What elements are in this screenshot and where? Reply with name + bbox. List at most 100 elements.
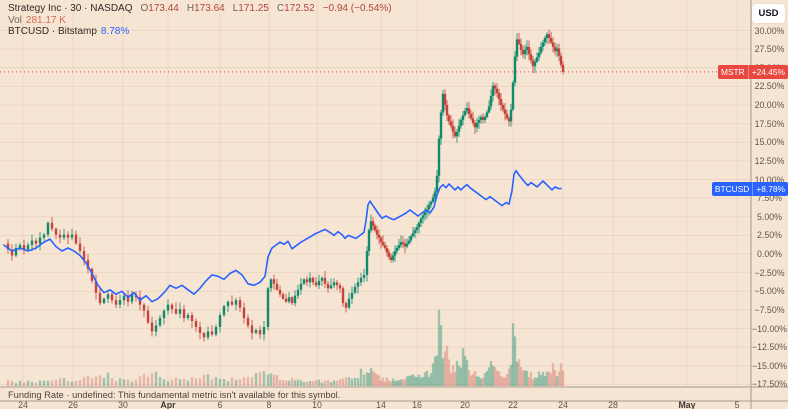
candle-body — [373, 225, 377, 231]
candle-body — [415, 227, 419, 231]
candle-body — [483, 116, 487, 120]
volume-bar — [126, 379, 130, 386]
candle-body — [431, 197, 435, 202]
price-axis[interactable]: −17.50% −15.00% −12.50% −10.00% −7.50% −5.00%… — [711, 0, 788, 409]
volume-bar — [479, 378, 483, 386]
volume-bar — [182, 379, 186, 386]
volume-bar — [423, 372, 427, 386]
volume-bar — [489, 361, 493, 386]
volume-bar — [503, 377, 507, 386]
volume-bar — [38, 380, 42, 386]
candle-body — [311, 277, 315, 283]
ohlc-close: C172.52 — [276, 3, 315, 14]
time-axis-label: May — [678, 400, 696, 409]
volume-bar — [202, 374, 206, 386]
candle-body — [473, 122, 477, 128]
candle-body — [344, 303, 348, 308]
time-axis[interactable]: 24 26 30 Apr 6 8 10 14 16 20 22 24 28 May 5 — [0, 401, 751, 409]
time-axis-label: 22 — [508, 400, 518, 409]
volume-bar — [18, 380, 22, 386]
candle-body — [467, 107, 471, 114]
time-axis-label: Apr — [160, 400, 176, 409]
candle-body — [435, 175, 439, 192]
candle-body — [375, 230, 379, 235]
candle-body — [326, 283, 330, 289]
volume-bar — [475, 376, 479, 386]
volume-bar — [431, 363, 435, 386]
volume-bar — [419, 377, 423, 386]
candle-body — [493, 85, 497, 89]
candle-body — [443, 93, 447, 105]
volume-bar — [377, 375, 381, 386]
candle-body — [537, 52, 541, 58]
candle-body — [178, 309, 182, 314]
candle-body — [335, 282, 339, 286]
volume-bar — [246, 376, 250, 386]
candle-body — [487, 106, 491, 113]
price-axis-label: 17.50% — [754, 118, 785, 129]
volume-bar — [206, 374, 210, 386]
candle-body — [499, 99, 503, 105]
legend-volume-row: Vol 281.17 K — [8, 15, 392, 27]
candle-body — [535, 57, 539, 62]
volume-bar — [441, 358, 445, 386]
volume-bar — [387, 380, 391, 386]
candle-body — [385, 248, 389, 253]
volume-bar — [329, 382, 333, 386]
time-axis-label: 10 — [312, 400, 322, 409]
candle-body — [26, 245, 30, 250]
candle-body — [347, 298, 351, 308]
candle-body — [507, 118, 511, 122]
candle-body — [146, 310, 150, 323]
volume-bar — [353, 378, 357, 386]
volume-bar — [162, 379, 166, 386]
candle-body — [377, 234, 381, 238]
symbol-title[interactable]: Strategy Inc · 30 · NASDAQ — [8, 3, 133, 14]
volume-bar — [118, 378, 122, 386]
price-axis-label: 20.00% — [754, 100, 785, 110]
volume-bar — [399, 379, 403, 386]
volume-bar — [445, 345, 449, 386]
currency-toggle-button[interactable]: USD — [752, 4, 785, 23]
time-axis-label: 6 — [217, 400, 223, 409]
candle-body — [453, 131, 457, 137]
volume-bar — [499, 376, 503, 386]
volume-bar — [356, 378, 360, 386]
volume-bar — [485, 371, 489, 386]
candle-body — [210, 331, 214, 335]
candle-body — [523, 49, 527, 55]
compare-symbol-title[interactable]: BTCUSD · Bitstamp — [8, 26, 97, 37]
volume-bar — [299, 380, 303, 386]
btcusd-last-price-tag: BTCUSD +8.78% — [711, 181, 788, 196]
ohlc-high: H173.64 — [186, 3, 225, 14]
volume-bar — [505, 373, 509, 386]
candle-body — [269, 279, 273, 289]
candle-body — [475, 122, 479, 128]
candle-body — [174, 309, 178, 314]
volume-bar — [146, 376, 150, 386]
candle-body — [320, 277, 324, 281]
volume-bar — [10, 381, 14, 386]
volume-bar — [26, 380, 30, 386]
volume-bar — [338, 379, 342, 386]
price-axis-label: 10.00% — [754, 174, 785, 185]
candle-body — [38, 237, 42, 244]
btcusd-change-value: +8.78% — [752, 181, 788, 196]
candle-body — [222, 306, 226, 316]
volume-bar — [409, 375, 413, 386]
volume-bar — [383, 381, 387, 386]
volume-bar — [379, 380, 383, 386]
volume-bar — [433, 356, 437, 386]
candle-body — [102, 298, 106, 304]
candle-body — [495, 88, 499, 94]
candle-body — [110, 294, 114, 301]
volume-bar — [425, 370, 429, 386]
candle-body — [278, 289, 282, 295]
candle-body — [441, 93, 445, 113]
volume-bar — [317, 379, 321, 386]
candle-body — [529, 54, 533, 61]
candle-body — [387, 252, 391, 257]
volume-bar — [174, 377, 178, 386]
price-axis-label: 15.00% — [754, 137, 785, 148]
